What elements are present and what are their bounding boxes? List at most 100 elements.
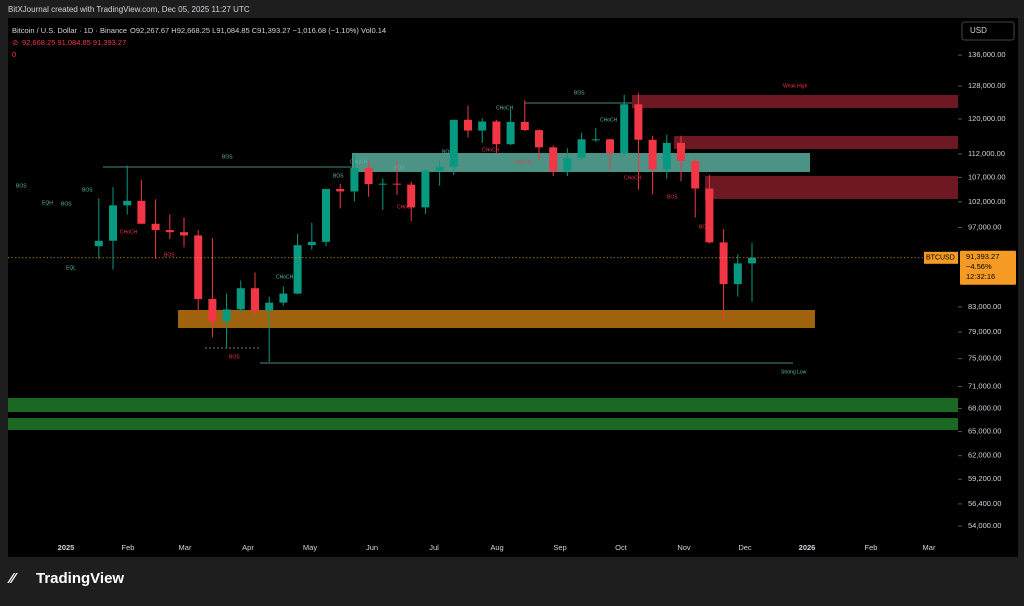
annotation: BOS xyxy=(333,173,344,179)
annotation: CHoCH xyxy=(514,159,532,165)
currency-box[interactable] xyxy=(961,21,1015,41)
x-tick-label: Jul xyxy=(429,543,439,552)
price-tag xyxy=(960,250,1016,285)
credit: BitXJournal created with TradingView.com… xyxy=(8,5,250,14)
annotation: CHoCH xyxy=(624,175,642,181)
candle-body xyxy=(506,121,515,145)
x-tick-label: Mar xyxy=(923,543,936,552)
candle-body xyxy=(535,130,543,148)
currency: USD xyxy=(970,26,987,35)
candle-body xyxy=(719,242,728,285)
candle-body xyxy=(137,200,146,224)
annotation: BOS xyxy=(164,252,175,258)
y-tick-label: 128,000.00 xyxy=(968,81,1006,90)
y-tick-label: 65,000.00 xyxy=(968,427,1001,436)
candle-body xyxy=(322,188,330,242)
candle-body xyxy=(151,223,160,231)
candle-body xyxy=(492,121,501,145)
candle-body xyxy=(336,188,345,192)
y-tick-label: 97,000.00 xyxy=(968,222,1001,231)
logo-icon: ⁄⁄ xyxy=(7,570,19,587)
zone xyxy=(8,418,958,430)
zone xyxy=(674,136,958,149)
candle-body xyxy=(577,139,586,158)
candle-body xyxy=(606,139,614,154)
x-tick-label: Mar xyxy=(179,543,192,552)
annotation: BOS xyxy=(699,224,710,230)
annotation: BOS xyxy=(229,354,240,360)
x-tick-label: 2025 xyxy=(58,543,75,552)
candle-body xyxy=(378,183,387,185)
candle-body xyxy=(705,188,714,243)
zone xyxy=(705,176,958,199)
x-tick-label: Dec xyxy=(738,543,752,552)
annotation: CHoCH xyxy=(350,159,368,165)
y-tick-label: 120,000.00 xyxy=(968,114,1006,123)
candle-body xyxy=(222,309,231,322)
candle-body xyxy=(421,170,430,208)
candle-body xyxy=(364,167,373,185)
annotation: BOS xyxy=(442,149,453,155)
candle-body xyxy=(94,240,103,247)
annotation: EQH xyxy=(42,200,53,206)
y-tick-label: 102,000.00 xyxy=(968,197,1006,206)
x-tick-label: Oct xyxy=(615,543,628,552)
y-tick-label: 56,400.00 xyxy=(968,499,1001,508)
candle-body xyxy=(350,167,359,192)
candle-body xyxy=(109,205,117,241)
candle-body xyxy=(520,121,529,131)
x-tick-label: May xyxy=(303,543,317,552)
annotation: CHoCH xyxy=(496,105,514,111)
annotation: BOS xyxy=(222,154,233,160)
candle-body xyxy=(748,257,756,264)
annotation: BOS xyxy=(574,90,585,96)
candle-body xyxy=(123,200,132,206)
price-tag-label: 91,393.27 xyxy=(966,252,999,261)
ohlc: O92,267.67 H92,668.25 L91,084.85 C91,393… xyxy=(130,26,386,35)
x-tick-label: Aug xyxy=(490,543,503,552)
y-tick-label: 54,000.00 xyxy=(968,521,1001,530)
countdown-label: 12:32:16 xyxy=(966,272,995,281)
x-tick-label: Apr xyxy=(242,543,254,552)
indicator2: 0 xyxy=(12,50,16,59)
candle-body xyxy=(293,245,302,294)
y-tick-label: 83,000.00 xyxy=(968,302,1001,311)
annotation: BOS xyxy=(82,187,93,193)
candle-body xyxy=(478,121,487,131)
y-tick-label: 62,000.00 xyxy=(968,451,1001,460)
x-tick-label: 2026 xyxy=(799,543,816,552)
symbol: Bitcoin / U.S. Dollar · 1D · Binance xyxy=(12,26,127,35)
y-tick-label: 71,000.00 xyxy=(968,382,1001,391)
candle-body xyxy=(279,293,288,303)
candle-body xyxy=(691,161,700,189)
x-tick-label: Feb xyxy=(122,543,135,552)
plot: 136,000.00 128,000.00 120,000.00 112,000.00… xyxy=(8,50,1016,552)
candle-body xyxy=(265,302,274,311)
candle-body xyxy=(733,263,742,285)
zone xyxy=(178,310,815,328)
candle-body xyxy=(449,119,458,168)
annotation: Weak High xyxy=(783,83,808,89)
zone xyxy=(632,95,958,108)
y-tick-label: 75,000.00 xyxy=(968,354,1001,363)
x-tick-label: Sep xyxy=(553,543,566,552)
candle-body xyxy=(165,230,174,233)
candle-body xyxy=(648,139,657,170)
candle-body xyxy=(236,288,245,310)
candle-body xyxy=(208,299,217,322)
candle-body xyxy=(251,288,259,311)
annotation: BOS xyxy=(16,183,27,189)
candle-body xyxy=(307,241,316,246)
candle-body xyxy=(620,104,629,154)
annotation: CHoCH xyxy=(276,274,294,280)
candle-body xyxy=(591,139,600,141)
indicator: 92,668.25 91,084.85 91,393.27 xyxy=(22,38,126,47)
candle-body xyxy=(393,183,401,185)
y-tick-label: 136,000.00 xyxy=(968,50,1006,59)
symbol-tag xyxy=(924,251,958,264)
y-tick-label: 112,000.00 xyxy=(968,149,1005,158)
candle-body xyxy=(407,184,416,208)
x-tick-label: Jun xyxy=(366,543,378,552)
symbol-tag-label: BTCUSD xyxy=(926,255,955,262)
